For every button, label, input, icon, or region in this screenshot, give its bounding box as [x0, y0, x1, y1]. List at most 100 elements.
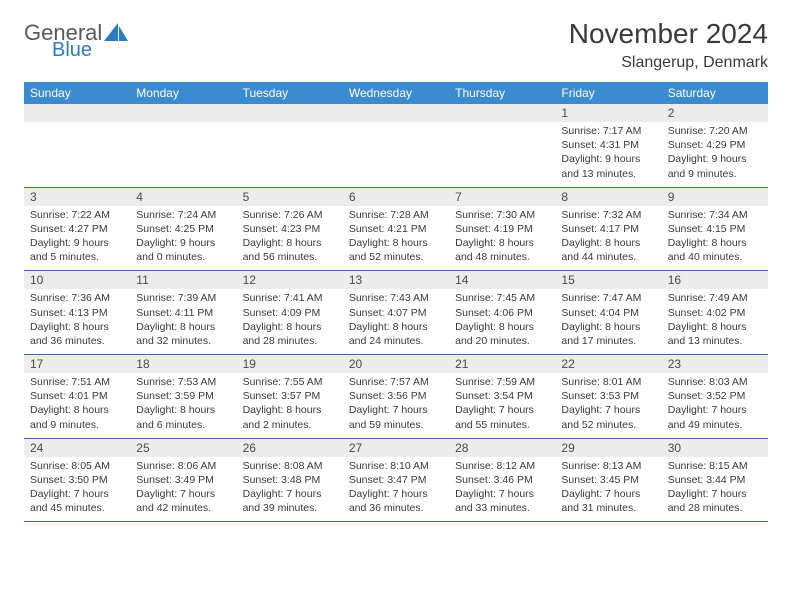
sunset-text: Sunset: 4:11 PM: [136, 306, 230, 320]
calendar-day-cell: 13Sunrise: 7:43 AMSunset: 4:07 PMDayligh…: [343, 271, 449, 355]
day-content: Sunrise: 7:36 AMSunset: 4:13 PMDaylight:…: [24, 289, 130, 354]
weekday-header: Sunday: [24, 82, 130, 104]
weekday-header: Monday: [130, 82, 236, 104]
daylight-text-1: Daylight: 8 hours: [30, 403, 124, 417]
calendar-body: 1Sunrise: 7:17 AMSunset: 4:31 PMDaylight…: [24, 104, 768, 522]
sunset-text: Sunset: 4:02 PM: [668, 306, 762, 320]
sunrise-text: Sunrise: 7:47 AM: [561, 291, 655, 305]
sunset-text: Sunset: 3:46 PM: [455, 473, 549, 487]
day-number: 12: [237, 271, 343, 289]
sunset-text: Sunset: 3:57 PM: [243, 389, 337, 403]
calendar-day-cell: [237, 104, 343, 187]
sunset-text: Sunset: 4:07 PM: [349, 306, 443, 320]
calendar-day-cell: 25Sunrise: 8:06 AMSunset: 3:49 PMDayligh…: [130, 438, 236, 522]
sail-icon: [104, 23, 128, 43]
calendar-day-cell: 24Sunrise: 8:05 AMSunset: 3:50 PMDayligh…: [24, 438, 130, 522]
daylight-text-2: and 55 minutes.: [455, 418, 549, 432]
daylight-text-2: and 24 minutes.: [349, 334, 443, 348]
daylight-text-1: Daylight: 8 hours: [561, 236, 655, 250]
daylight-text-1: Daylight: 7 hours: [668, 403, 762, 417]
daylight-text-1: Daylight: 7 hours: [455, 487, 549, 501]
day-number: 6: [343, 188, 449, 206]
sunset-text: Sunset: 4:29 PM: [668, 138, 762, 152]
daylight-text-2: and 28 minutes.: [668, 501, 762, 515]
calendar-week-row: 24Sunrise: 8:05 AMSunset: 3:50 PMDayligh…: [24, 438, 768, 522]
sunrise-text: Sunrise: 7:39 AM: [136, 291, 230, 305]
day-number: 15: [555, 271, 661, 289]
daylight-text-1: Daylight: 7 hours: [455, 403, 549, 417]
sunrise-text: Sunrise: 7:51 AM: [30, 375, 124, 389]
sunset-text: Sunset: 3:53 PM: [561, 389, 655, 403]
daylight-text-1: Daylight: 8 hours: [455, 320, 549, 334]
location-label: Slangerup, Denmark: [569, 54, 768, 72]
day-number: 21: [449, 355, 555, 373]
day-content: [24, 122, 130, 180]
calendar-day-cell: [24, 104, 130, 187]
calendar-page: General Blue November 2024 Slangerup, De…: [0, 0, 792, 532]
day-number: 4: [130, 188, 236, 206]
daylight-text-2: and 45 minutes.: [30, 501, 124, 515]
weekday-header: Wednesday: [343, 82, 449, 104]
calendar-day-cell: 17Sunrise: 7:51 AMSunset: 4:01 PMDayligh…: [24, 355, 130, 439]
sunset-text: Sunset: 3:44 PM: [668, 473, 762, 487]
sunset-text: Sunset: 4:27 PM: [30, 222, 124, 236]
day-content: Sunrise: 7:45 AMSunset: 4:06 PMDaylight:…: [449, 289, 555, 354]
sunset-text: Sunset: 4:17 PM: [561, 222, 655, 236]
calendar-day-cell: 27Sunrise: 8:10 AMSunset: 3:47 PMDayligh…: [343, 438, 449, 522]
day-content: Sunrise: 7:43 AMSunset: 4:07 PMDaylight:…: [343, 289, 449, 354]
sunrise-text: Sunrise: 7:24 AM: [136, 208, 230, 222]
calendar-day-cell: 15Sunrise: 7:47 AMSunset: 4:04 PMDayligh…: [555, 271, 661, 355]
sunset-text: Sunset: 4:06 PM: [455, 306, 549, 320]
sunrise-text: Sunrise: 7:20 AM: [668, 124, 762, 138]
sunset-text: Sunset: 3:54 PM: [455, 389, 549, 403]
sunrise-text: Sunrise: 8:03 AM: [668, 375, 762, 389]
calendar-day-cell: 9Sunrise: 7:34 AMSunset: 4:15 PMDaylight…: [662, 187, 768, 271]
daylight-text-2: and 40 minutes.: [668, 250, 762, 264]
daylight-text-1: Daylight: 8 hours: [243, 236, 337, 250]
day-content: Sunrise: 7:32 AMSunset: 4:17 PMDaylight:…: [555, 206, 661, 271]
calendar-day-cell: 30Sunrise: 8:15 AMSunset: 3:44 PMDayligh…: [662, 438, 768, 522]
calendar-day-cell: [449, 104, 555, 187]
day-number: 9: [662, 188, 768, 206]
calendar-day-cell: [130, 104, 236, 187]
daylight-text-1: Daylight: 8 hours: [349, 236, 443, 250]
page-header: General Blue November 2024 Slangerup, De…: [24, 18, 768, 72]
day-content: Sunrise: 8:13 AMSunset: 3:45 PMDaylight:…: [555, 457, 661, 522]
daylight-text-1: Daylight: 7 hours: [561, 403, 655, 417]
sunset-text: Sunset: 4:13 PM: [30, 306, 124, 320]
calendar-day-cell: 20Sunrise: 7:57 AMSunset: 3:56 PMDayligh…: [343, 355, 449, 439]
calendar-day-cell: 10Sunrise: 7:36 AMSunset: 4:13 PMDayligh…: [24, 271, 130, 355]
day-content: Sunrise: 7:39 AMSunset: 4:11 PMDaylight:…: [130, 289, 236, 354]
sunset-text: Sunset: 4:04 PM: [561, 306, 655, 320]
sunrise-text: Sunrise: 7:59 AM: [455, 375, 549, 389]
day-number: 3: [24, 188, 130, 206]
day-content: Sunrise: 8:12 AMSunset: 3:46 PMDaylight:…: [449, 457, 555, 522]
sunset-text: Sunset: 3:50 PM: [30, 473, 124, 487]
calendar-day-cell: 22Sunrise: 8:01 AMSunset: 3:53 PMDayligh…: [555, 355, 661, 439]
daylight-text-2: and 52 minutes.: [561, 418, 655, 432]
sunset-text: Sunset: 3:59 PM: [136, 389, 230, 403]
daylight-text-1: Daylight: 7 hours: [243, 487, 337, 501]
day-number: [237, 104, 343, 122]
calendar-day-cell: 26Sunrise: 8:08 AMSunset: 3:48 PMDayligh…: [237, 438, 343, 522]
sunrise-text: Sunrise: 8:08 AM: [243, 459, 337, 473]
daylight-text-1: Daylight: 8 hours: [30, 320, 124, 334]
daylight-text-2: and 36 minutes.: [30, 334, 124, 348]
day-number: 10: [24, 271, 130, 289]
calendar-table: Sunday Monday Tuesday Wednesday Thursday…: [24, 82, 768, 522]
sunset-text: Sunset: 3:45 PM: [561, 473, 655, 487]
day-number: 8: [555, 188, 661, 206]
sunset-text: Sunset: 4:21 PM: [349, 222, 443, 236]
weekday-header: Friday: [555, 82, 661, 104]
day-number: 7: [449, 188, 555, 206]
daylight-text-1: Daylight: 7 hours: [668, 487, 762, 501]
sunrise-text: Sunrise: 7:41 AM: [243, 291, 337, 305]
day-number: 23: [662, 355, 768, 373]
day-content: Sunrise: 7:28 AMSunset: 4:21 PMDaylight:…: [343, 206, 449, 271]
day-content: Sunrise: 7:17 AMSunset: 4:31 PMDaylight:…: [555, 122, 661, 187]
daylight-text-1: Daylight: 9 hours: [30, 236, 124, 250]
day-content: Sunrise: 8:03 AMSunset: 3:52 PMDaylight:…: [662, 373, 768, 438]
daylight-text-2: and 42 minutes.: [136, 501, 230, 515]
sunset-text: Sunset: 3:49 PM: [136, 473, 230, 487]
daylight-text-1: Daylight: 7 hours: [561, 487, 655, 501]
